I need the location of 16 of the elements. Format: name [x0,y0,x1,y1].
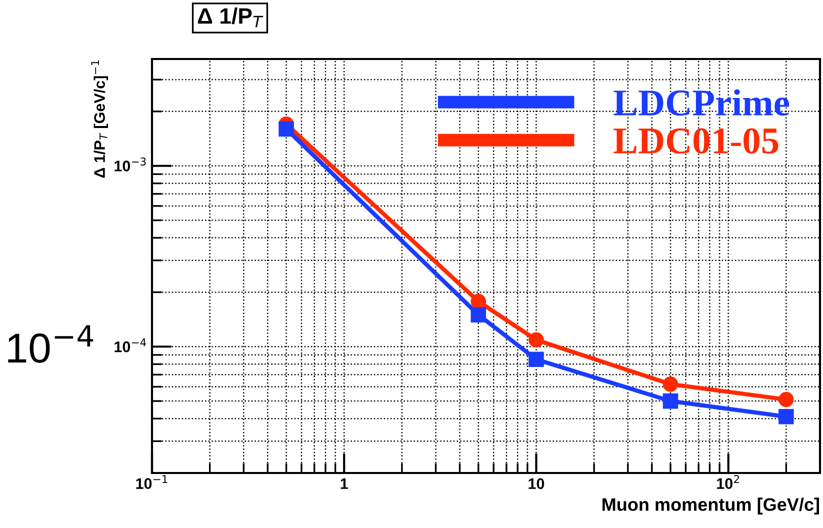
point [278,121,294,137]
y-tick-label: 10$^{−3}$ [114,157,146,172]
x-tick-label: 10$^{−1}$ [136,475,168,489]
x-tick-label: 10$^{2}$ [717,475,739,489]
text: 10$^{−4}$ [8,325,94,363]
x-axis-title: Muon momentum [GeV/c] [602,498,819,514]
point [778,392,794,408]
y-axis-title: Δ 1/P$_{T}$ [GeV/c]$^{−1}$ [91,60,108,178]
point [778,409,794,424]
legend-label: LDCPrime [614,89,790,116]
point [528,352,544,368]
chart-title: Δ 1/P$_{T}$ [198,8,264,28]
x-tick-label: 1 [340,478,348,489]
legend-label: LDC01-05 [614,128,778,154]
point [528,332,544,348]
x-tick-label: 10 [528,478,544,490]
